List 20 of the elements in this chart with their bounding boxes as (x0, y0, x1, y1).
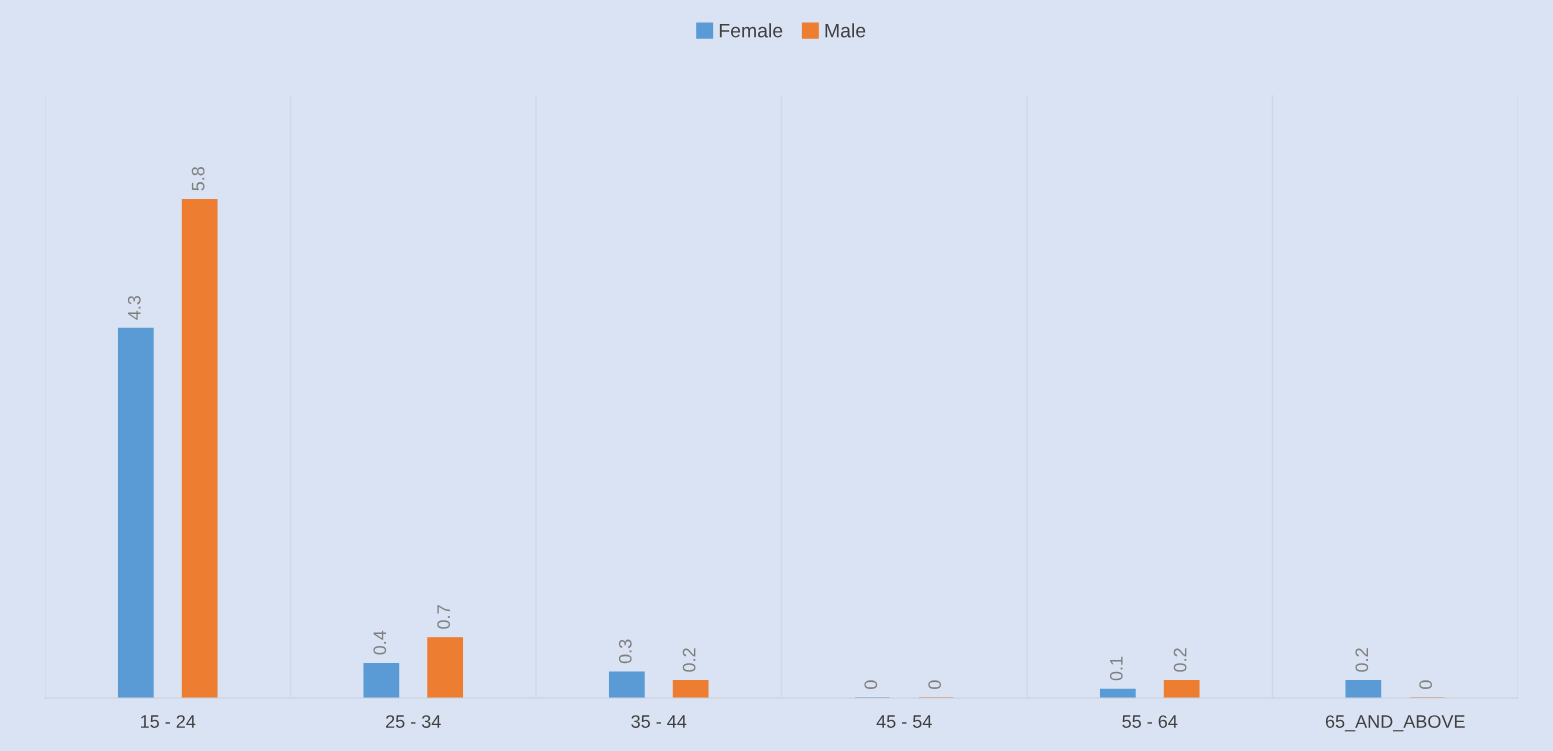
data-label: 0 (928, 680, 942, 689)
x-tick-label: 55 - 64 (1122, 715, 1178, 728)
data-label: 0.1 (1109, 656, 1123, 681)
x-tick-label: 25 - 34 (386, 715, 441, 728)
data-label: 0.2 (1355, 648, 1369, 672)
data-label: 0 (1419, 680, 1433, 689)
data-label: 0 (864, 680, 878, 689)
data-label: 0.4 (373, 630, 387, 655)
legend-label: Male (825, 23, 866, 38)
x-tick-label: 45 - 54 (876, 715, 932, 728)
data-label: 0.2 (1173, 648, 1187, 672)
x-tick-label: 65_AND_ABOVE (1325, 715, 1465, 732)
data-label: 5.8 (191, 167, 205, 191)
data-label: 0.7 (437, 605, 451, 629)
data-label: 0.2 (682, 648, 696, 672)
data-label: 0.3 (618, 639, 632, 664)
x-tick-label: 35 - 44 (631, 715, 687, 728)
x-tick-label: 15 - 24 (141, 715, 196, 728)
data-label: 4.3 (127, 295, 141, 320)
legend-label: Female (719, 23, 783, 38)
